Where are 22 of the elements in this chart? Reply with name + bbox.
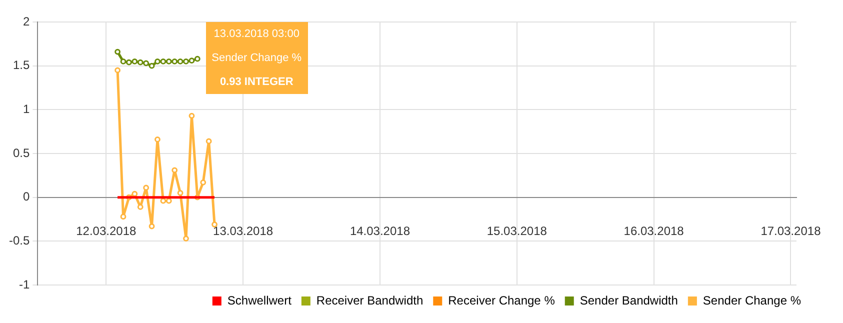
x-tick-label: 16.03.2018: [624, 224, 684, 238]
y-tick-label: 1.5: [12, 58, 30, 72]
annotation: 0.93 INTEGER: [218, 75, 294, 90]
x-tick-label: 17.03.2018: [760, 224, 822, 238]
annotation: Sender Change %: [212, 51, 302, 66]
x-tick-label: 14.03.2018: [350, 224, 410, 238]
y-tick-label: 2: [22, 14, 30, 28]
y-tick-label: 0.5: [12, 146, 30, 160]
tooltip-box: 13.03.2018 03:00 Sender Change % 0.93 INTEGER: [206, 22, 308, 94]
x-tick-label: 12.03.2018: [76, 224, 136, 238]
x-tick-label: 15.03.2018: [486, 224, 548, 238]
y-tick-label: 1: [22, 102, 30, 116]
x-tick-label: 13.03.2018: [213, 224, 274, 238]
y-tick-label: -0.5: [8, 233, 30, 248]
legend-label: Schwellwert: [227, 293, 292, 308]
legend-label: Sender Bandwidth: [580, 293, 678, 308]
y-tick-label: 0: [22, 190, 30, 204]
legend-label: Receiver Change %: [448, 293, 556, 308]
y-tick-label: -1: [19, 277, 30, 292]
legend-label: Receiver Bandwidth: [316, 293, 424, 308]
annotation: 13.03.2018 03:00: [212, 27, 300, 42]
legend-label: Sender Change %: [702, 293, 802, 308]
